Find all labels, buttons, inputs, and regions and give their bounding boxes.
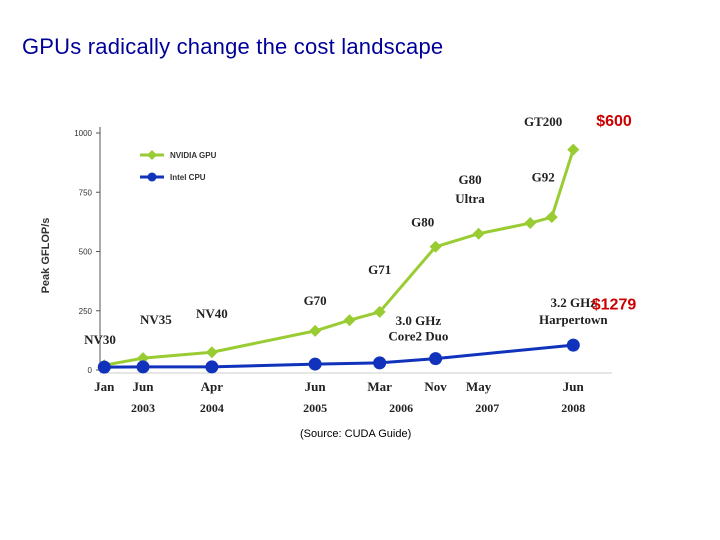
chip-annotation: G80 [411,215,434,230]
chip-annotation: 3.0 GHz [396,313,442,328]
gpu-data-point [429,240,442,253]
price-callout: $600 [596,113,632,130]
slide-title: GPUs radically change the cost landscape [22,34,444,59]
chip-annotation: NV35 [140,312,172,327]
legend-label: NVIDIA GPU [170,151,217,160]
series-layer [97,143,580,374]
cpu-data-point [566,338,580,352]
chip-annotation: Core2 Duo [388,328,448,343]
chip-annotation: G92 [532,170,555,185]
cpu-data-point [136,360,150,374]
annotation-layer: NV30 NV35 NV40 G70 G71 G80 G80 Ultra G92 GT200 3.0… [84,113,636,347]
gpu-data-point [567,143,580,156]
x-tick-label: May [466,379,492,394]
chip-annotation: NV30 [84,332,116,347]
year-label: 2003 [131,401,155,415]
legend-label: Intel CPU [170,173,206,182]
chip-annotation: 3.2 GHz [551,295,597,310]
y-tick-label: 750 [79,188,93,197]
legend-swatch-marker [147,172,157,182]
gpu-data-point [137,352,150,365]
chip-annotation: NV40 [196,306,228,321]
price-callout: $1279 [592,297,637,314]
source-caption: (Source: CUDA Guide) [300,428,412,440]
gpu-data-point [343,314,356,327]
y-tick-label: 0 [88,366,93,375]
year-label: 2005 [303,401,327,415]
gpu-data-point [373,305,386,318]
legend-swatch-marker [147,150,157,160]
chip-annotation: GT200 [524,114,562,129]
cpu-data-point [373,356,387,370]
x-tick-label: Jan [94,379,115,394]
x-tick-label: Jun [305,379,327,394]
gpu-data-point [309,324,322,337]
x-tick-label: Mar [367,379,392,394]
chip-annotation: G80 [458,172,481,187]
x-tick-label: Jun [133,379,155,394]
cpu-data-point [97,360,111,374]
year-label: 2007 [475,401,499,415]
gpu-data-point [472,227,485,240]
y-axis-title: Peak GFLOP/s [40,218,52,294]
legend: NVIDIA GPU Intel CPU [140,150,217,182]
x-tick-label: Nov [424,379,447,394]
year-label: 2004 [200,401,224,415]
y-tick-label: 250 [79,307,93,316]
x-tick-label: Apr [201,379,224,394]
y-tick-label: 500 [79,248,93,257]
gpu-data-point [205,346,218,359]
year-label: 2008 [561,401,585,415]
chip-annotation: Ultra [455,191,485,206]
chip-annotation: G70 [304,293,327,308]
x-tick-label: Jun [563,379,585,394]
gpu-data-point [545,211,558,224]
axes: 0 250 500 750 1000 Peak GFLOP/s Jan Jun Apr Jun Ma… [40,127,612,415]
gpu-data-point [524,217,537,230]
chip-annotation: Harpertown [539,312,608,327]
cpu-data-point [205,360,219,374]
year-label: 2006 [389,401,413,415]
cpu-data-point [429,352,443,366]
chip-annotation: G71 [368,262,391,277]
cpu-data-point [308,357,322,371]
y-tick-label: 1000 [74,129,92,138]
